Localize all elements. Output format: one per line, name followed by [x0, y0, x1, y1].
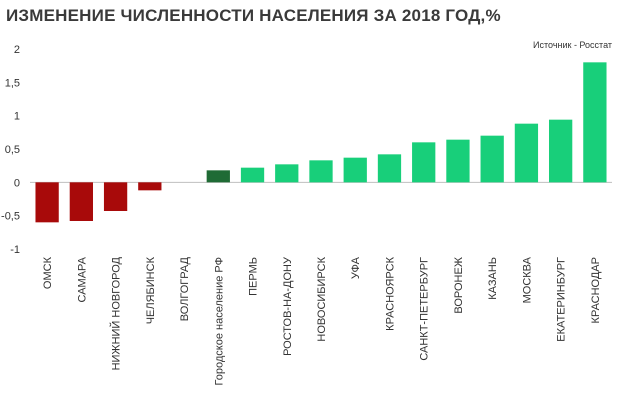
bar-16 [549, 119, 573, 183]
source-note: Источник - Росстат [533, 40, 612, 50]
bar-1 [35, 182, 59, 223]
bar-12 [412, 142, 436, 183]
bar-14 [480, 135, 504, 183]
category-label: САНКТ-ПЕТЕРБУРГ [419, 257, 431, 361]
bar-4 [138, 182, 162, 191]
category-label: РОСТОВ-НА-ДОНУ [282, 256, 294, 356]
category-label: САМАРА [76, 256, 88, 302]
bar-8 [275, 164, 299, 183]
category-label: КРАСНОДАР [590, 257, 602, 323]
category-label: ОМСК [42, 256, 54, 289]
bar-6 [206, 170, 230, 183]
category-label: ВОРОНЕЖ [453, 257, 465, 314]
bar-7 [240, 167, 265, 183]
bar-9 [309, 160, 333, 183]
category-label: ВОЛГОГРАД [179, 256, 191, 321]
y-tick-label: -0,5 [1, 211, 20, 223]
y-tick-label: 1,5 [5, 77, 20, 89]
bar-15 [514, 123, 539, 183]
y-tick-label: 1 [14, 111, 20, 123]
bar-10 [343, 157, 367, 183]
bar-2 [69, 182, 93, 221]
y-tick-label: 0 [14, 177, 20, 189]
category-label: ЕКАТЕРИНБУРГ [556, 257, 568, 342]
category-label: Городское население РФ [213, 257, 225, 385]
y-tick-label: 0,5 [5, 144, 20, 156]
y-tick-label: 2 [14, 44, 20, 56]
chart-title: ИЗМЕНЕНИЕ ЧИСЛЕННОСТИ НАСЕЛЕНИЯ ЗА 2018 … [6, 6, 501, 25]
category-label: НИЖНИЙ НОВГОРОД [110, 256, 123, 370]
bar-13 [446, 139, 470, 183]
category-label: ПЕРМЬ [248, 257, 260, 296]
bar-3 [103, 182, 128, 211]
category-label: КРАСНОЯРСК [384, 256, 396, 330]
category-label: НОВОСИБИРСК [316, 256, 328, 341]
category-label: МОСКВА [521, 256, 533, 303]
y-tick-label: -1 [10, 244, 20, 256]
category-label: КАЗАНЬ [487, 257, 499, 300]
bar-11 [377, 154, 402, 183]
category-label: УФА [350, 256, 362, 279]
bar-17 [583, 62, 607, 183]
category-label: ЧЕЛЯБИНСК [145, 256, 157, 324]
